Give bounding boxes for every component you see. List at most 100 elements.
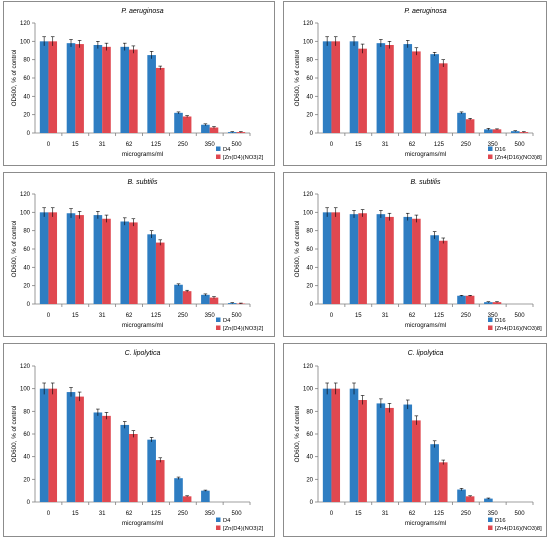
- x-tick-label: 15: [355, 511, 362, 517]
- y-tick-label: 0: [310, 302, 314, 308]
- bar: [403, 216, 413, 304]
- bar: [147, 234, 156, 304]
- x-tick-label: 31: [382, 313, 389, 319]
- bar: [322, 41, 332, 134]
- bar: [120, 424, 130, 502]
- legend-label: [Zn4(D16)(NO3)8]: [495, 155, 542, 161]
- legend-swatch: [488, 325, 493, 330]
- x-tick-label: 15: [355, 142, 362, 148]
- y-axis-label: OD600, % of control: [294, 50, 301, 107]
- bar: [349, 41, 359, 134]
- x-tick-label: 31: [99, 142, 106, 148]
- bar: [376, 403, 386, 502]
- bar: [147, 439, 156, 502]
- x-tick-label: 62: [126, 142, 133, 148]
- x-tick-label: 0: [47, 313, 51, 319]
- y-tick-label: 0: [27, 131, 31, 137]
- x-tick-label: 350: [205, 511, 216, 517]
- x-tick-label: 31: [382, 511, 389, 517]
- bar-chart: C. lipolytica 0 20 40 60 80 100 120 OD600, % of …: [294, 350, 542, 532]
- y-tick-label: 20: [23, 113, 30, 119]
- x-tick-label: 15: [355, 313, 362, 319]
- bar: [201, 490, 210, 502]
- y-tick-label: 80: [306, 229, 313, 235]
- y-tick-label: 80: [306, 409, 313, 415]
- bar: [457, 489, 466, 502]
- legend-label: [Zn4(D16)(NO3)8]: [495, 526, 542, 532]
- x-tick-label: 15: [72, 511, 79, 517]
- bar: [385, 216, 394, 304]
- bar-chart: P. aeruginosa 0 20 40 60 80 100 120 OD600, % of …: [11, 8, 264, 161]
- x-tick-label: 250: [461, 313, 472, 319]
- y-tick-label: 80: [23, 58, 30, 64]
- y-tick-label: 100: [303, 210, 314, 216]
- y-tick-label: 60: [306, 76, 313, 82]
- chart-title: C. lipolytica: [125, 350, 161, 357]
- y-tick-label: 0: [27, 500, 31, 506]
- y-tick-label: 20: [306, 113, 313, 119]
- bar: [322, 212, 332, 304]
- x-tick-label: 62: [409, 511, 416, 517]
- legend-swatch: [488, 317, 493, 322]
- bar: [48, 41, 58, 134]
- chart-panel-1: P. aeruginosa 0 20 40 60 80 100 120 OD600, % of …: [3, 1, 275, 166]
- chart-title: P. aeruginosa: [404, 8, 446, 15]
- bar: [403, 44, 413, 134]
- y-tick-label: 40: [306, 265, 313, 271]
- bar: [412, 51, 421, 133]
- x-tick-label: 125: [434, 142, 445, 148]
- bar: [358, 213, 367, 304]
- y-tick-label: 120: [20, 192, 31, 198]
- y-tick-label: 60: [23, 76, 30, 82]
- bar: [484, 498, 493, 502]
- x-tick-label: 250: [178, 142, 189, 148]
- y-tick-label: 60: [23, 432, 30, 438]
- bar: [48, 212, 58, 304]
- y-tick-label: 40: [23, 265, 30, 271]
- x-tick-label: 250: [461, 142, 472, 148]
- x-tick-label: 250: [178, 511, 189, 517]
- bar: [403, 404, 413, 502]
- legend-swatch: [216, 317, 221, 322]
- x-tick-label: 31: [382, 142, 389, 148]
- bar: [438, 462, 448, 502]
- legend-label: D4: [223, 318, 231, 324]
- y-tick-label: 0: [310, 500, 314, 506]
- y-axis-label: OD600, % of control: [11, 221, 18, 278]
- x-axis-label: micrograms/ml: [405, 151, 446, 158]
- bar: [438, 63, 448, 134]
- y-axis-label: OD600, % of control: [294, 221, 301, 278]
- y-tick-label: 80: [23, 409, 30, 415]
- chart-panel-4: B. subtilis 0 20 40 60 80 100 120 OD600, % of co…: [283, 172, 547, 337]
- x-tick-label: 125: [151, 511, 162, 517]
- y-tick-label: 0: [310, 131, 314, 137]
- x-tick-label: 500: [232, 142, 243, 148]
- bar: [209, 127, 219, 133]
- y-tick-label: 80: [306, 58, 313, 64]
- bar: [93, 215, 103, 304]
- bar: [331, 41, 341, 134]
- bar: [201, 294, 210, 304]
- bar: [66, 392, 76, 502]
- bar: [66, 213, 76, 304]
- bar: [174, 112, 183, 133]
- x-tick-label: 0: [47, 142, 51, 148]
- x-tick-label: 500: [515, 313, 526, 319]
- legend-label: D16: [495, 147, 506, 153]
- legend-label: D16: [495, 518, 506, 524]
- y-tick-label: 40: [306, 455, 313, 461]
- chart-title: B. subtilis: [411, 179, 441, 186]
- x-tick-label: 500: [515, 511, 526, 517]
- bar-chart: C. lipolytica 0 20 40 60 80 100 120 OD600, % of …: [11, 350, 264, 532]
- x-tick-label: 125: [434, 511, 445, 517]
- bar: [331, 388, 341, 502]
- x-tick-label: 350: [488, 313, 499, 319]
- x-tick-label: 500: [232, 511, 243, 517]
- bar: [147, 55, 156, 134]
- bar: [102, 46, 111, 134]
- x-tick-label: 500: [232, 313, 243, 319]
- x-tick-label: 350: [488, 511, 499, 517]
- bar: [376, 43, 386, 133]
- y-tick-label: 100: [303, 39, 314, 45]
- bar: [120, 221, 130, 304]
